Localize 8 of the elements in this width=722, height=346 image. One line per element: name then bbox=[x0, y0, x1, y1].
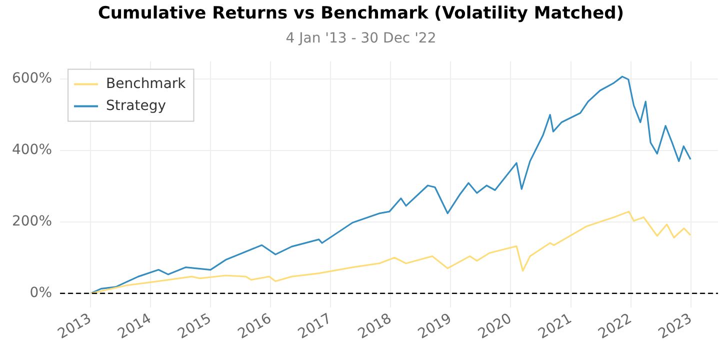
y-tick-label: 400% bbox=[12, 142, 52, 158]
legend-label: Benchmark bbox=[106, 76, 187, 92]
y-tick-label: 600% bbox=[12, 70, 52, 87]
legend-label: Strategy bbox=[106, 98, 166, 114]
y-tick-label: 200% bbox=[12, 214, 52, 230]
y-tick-label: 0% bbox=[30, 284, 52, 301]
chart-title: Cumulative Returns vs Benchmark (Volatility Matched) bbox=[98, 4, 624, 24]
chart-subtitle: 4 Jan '13 - 30 Dec '22 bbox=[286, 30, 436, 46]
